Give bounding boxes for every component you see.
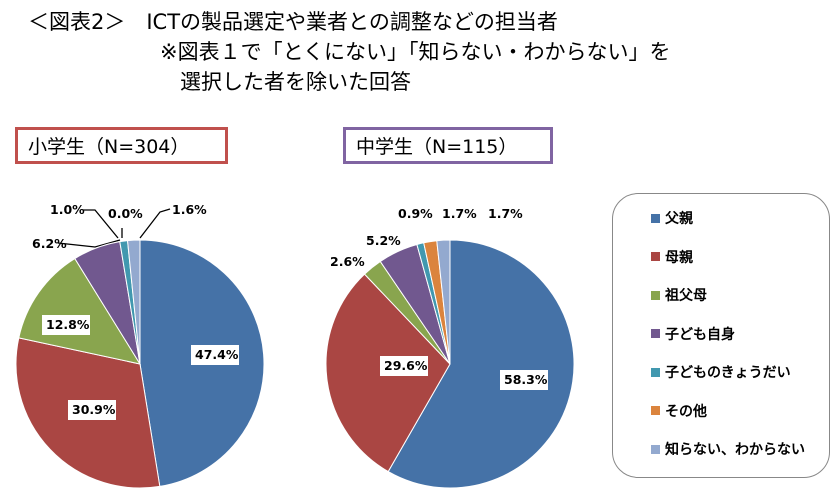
legend-swatch bbox=[651, 406, 660, 415]
legend-swatch bbox=[651, 329, 660, 338]
data-label: 1.7% bbox=[442, 206, 477, 221]
legend-swatch bbox=[651, 290, 660, 300]
legend-item: 子ども自身 bbox=[651, 324, 735, 344]
pie-slice-1-0 bbox=[387, 239, 575, 489]
data-label: 0.9% bbox=[398, 206, 433, 221]
data-label-bg bbox=[191, 345, 239, 365]
legend-swatch bbox=[651, 367, 660, 377]
legend-swatch bbox=[651, 444, 660, 454]
legend-label: 子どものきょうだい bbox=[665, 365, 791, 381]
data-label: 58.3% bbox=[504, 372, 548, 387]
legend-label: その他 bbox=[665, 403, 707, 420]
data-label: 0.0% bbox=[108, 206, 143, 221]
elementary-title-box: 小学生（N=304） bbox=[15, 127, 228, 164]
data-label: 47.4% bbox=[195, 347, 239, 362]
data-label: 5.2% bbox=[366, 233, 401, 248]
legend-label: 父親 bbox=[665, 211, 693, 227]
pie-slice-0-2 bbox=[18, 257, 142, 365]
data-label-bg bbox=[68, 400, 116, 420]
legend: 父親母親祖父母子ども自身子どものきょうだい その他知らない、わからない bbox=[612, 193, 830, 478]
leader-line bbox=[139, 208, 171, 239]
data-label: 1.7% bbox=[488, 206, 523, 221]
figure-note: ※図表１で「とくにない」「知らない・わからない」を bbox=[160, 40, 671, 64]
legend-label: 母親 bbox=[665, 249, 693, 266]
junior-high-title-box: 中学生（N=115） bbox=[343, 127, 553, 164]
leader-line bbox=[83, 209, 119, 239]
legend-swatch bbox=[651, 213, 660, 223]
data-label: 1.0% bbox=[50, 202, 85, 217]
data-label-bg bbox=[380, 356, 428, 376]
data-label-bg bbox=[500, 370, 548, 390]
data-label: 30.9% bbox=[72, 402, 116, 417]
data-label: 6.2% bbox=[32, 236, 67, 251]
legend-item: 父親 bbox=[651, 208, 693, 228]
data-label: 1.6% bbox=[172, 202, 207, 217]
legend-item: その他 bbox=[651, 401, 707, 421]
data-label-bg bbox=[42, 315, 90, 335]
legend-item: 祖父母 bbox=[651, 285, 707, 305]
legend-label: 子ども自身 bbox=[665, 326, 735, 343]
pie-slice-1-6 bbox=[436, 239, 451, 365]
data-label: 29.6% bbox=[384, 358, 428, 373]
leader-line bbox=[57, 239, 121, 248]
legend-label: 知らない、わからない bbox=[665, 442, 805, 458]
figure-note-2: 選択した者を除いた回答 bbox=[180, 70, 411, 94]
legend-label: 祖父母 bbox=[665, 288, 707, 304]
data-label: 2.6% bbox=[330, 254, 365, 269]
figure-title: ＜図表2＞ ICTの製品選定や業者との調整などの担当者 bbox=[28, 10, 558, 34]
legend-item: 母親 bbox=[651, 247, 693, 267]
data-label: 12.8% bbox=[46, 317, 90, 332]
legend-swatch bbox=[651, 252, 660, 261]
legend-item: 知らない、わからない bbox=[651, 439, 805, 459]
pie-slice-0-6 bbox=[126, 239, 141, 365]
legend-item: 子どものきょうだい bbox=[651, 362, 791, 382]
